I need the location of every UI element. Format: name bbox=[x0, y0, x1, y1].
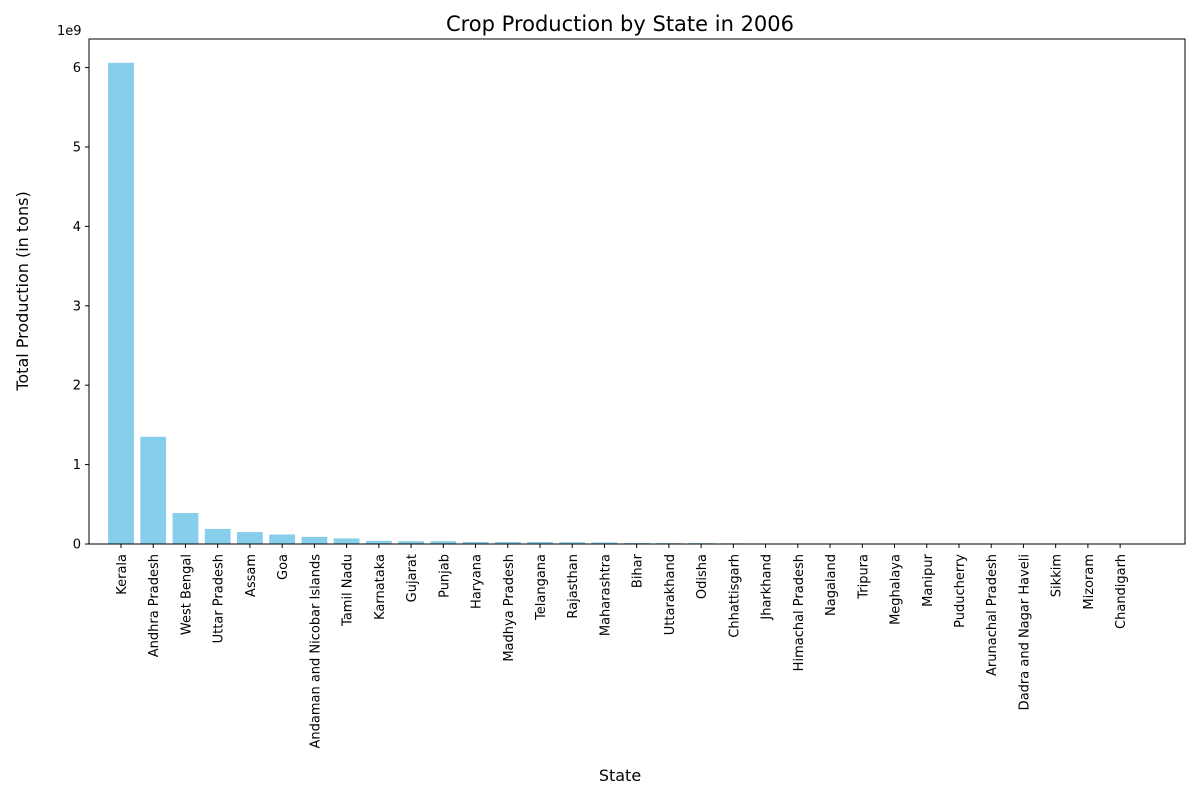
x-tick-label: Telangana bbox=[534, 554, 549, 621]
x-ticks-group: Kerala Andhra Pradesh West Bengal Uttar Pra… bbox=[115, 544, 1129, 749]
x-tick-label: Kerala bbox=[115, 554, 130, 595]
x-tick-label: Meghalaya bbox=[889, 554, 904, 625]
x-tick-label: Arunachal Pradesh bbox=[985, 554, 1000, 676]
x-tick-label: Goa bbox=[276, 554, 291, 580]
chart-title: Crop Production by State in 2006 bbox=[446, 12, 794, 36]
bar bbox=[108, 62, 134, 544]
x-tick-label: Chandigarh bbox=[1114, 554, 1129, 629]
bar bbox=[365, 540, 392, 544]
x-tick-label: Bihar bbox=[631, 553, 646, 588]
bar bbox=[462, 542, 489, 544]
x-tick-label: Nagaland bbox=[824, 554, 839, 616]
x-tick-label: Rajasthan bbox=[566, 554, 581, 619]
bar bbox=[333, 538, 360, 544]
x-tick-label: Andaman and Nicobar Islands bbox=[308, 554, 323, 749]
bar bbox=[430, 541, 457, 544]
bar bbox=[398, 541, 424, 544]
x-tick-label: Sikkim bbox=[1050, 554, 1065, 597]
bars-group bbox=[108, 62, 1134, 544]
bar bbox=[591, 542, 618, 544]
bar bbox=[204, 528, 231, 544]
x-tick-label: Haryana bbox=[470, 554, 485, 609]
bar bbox=[172, 513, 199, 544]
x-axis-label: State bbox=[599, 766, 641, 785]
x-tick-label: Assam bbox=[244, 554, 259, 597]
bar bbox=[237, 532, 263, 544]
y-tick-label: 2 bbox=[73, 379, 81, 394]
x-tick-label: Tamil Nadu bbox=[341, 554, 356, 627]
y-tick-label: 0 bbox=[73, 538, 81, 553]
y-ticks-group: 0 1 2 3 4 5 6 bbox=[73, 61, 89, 553]
x-tick-label: Uttarakhand bbox=[663, 554, 678, 635]
bar bbox=[494, 542, 521, 544]
y-tick-label: 3 bbox=[73, 299, 81, 314]
x-tick-label: Himachal Pradesh bbox=[792, 554, 807, 671]
x-tick-label: Gujarat bbox=[405, 554, 420, 602]
bar bbox=[559, 542, 586, 544]
y-scale-label: 1e9 bbox=[57, 24, 82, 39]
y-tick-label: 4 bbox=[73, 220, 81, 235]
x-tick-label: Maharashtra bbox=[598, 554, 613, 636]
x-tick-label: Manipur bbox=[921, 553, 936, 607]
x-tick-label: Andhra Pradesh bbox=[147, 554, 162, 657]
x-tick-label: Puducherry bbox=[953, 554, 968, 628]
x-tick-label: West Bengal bbox=[179, 554, 194, 635]
y-tick-label: 5 bbox=[73, 140, 81, 155]
x-tick-label: Chhattisgarh bbox=[727, 554, 742, 638]
x-tick-label: Madhya Pradesh bbox=[502, 554, 517, 662]
plot-frame bbox=[88, 38, 1186, 545]
y-axis-label: Total Production (in tons) bbox=[13, 191, 32, 391]
bar bbox=[269, 534, 296, 544]
x-tick-label: Punjab bbox=[437, 554, 452, 598]
y-tick-label: 6 bbox=[73, 61, 81, 76]
x-tick-label: Dadra and Nagar Haveli bbox=[1017, 554, 1032, 710]
x-tick-label: Mizoram bbox=[1082, 554, 1097, 610]
x-tick-label: Uttar Pradesh bbox=[212, 554, 227, 643]
bar bbox=[301, 536, 328, 544]
y-tick-label: 1 bbox=[73, 458, 81, 473]
x-tick-label: Karnataka bbox=[373, 554, 388, 620]
bar bbox=[527, 542, 553, 544]
x-tick-label: Odisha bbox=[695, 554, 710, 599]
x-tick-label: Jharkhand bbox=[760, 554, 775, 621]
bar bbox=[140, 436, 167, 544]
x-tick-label: Tripura bbox=[856, 554, 871, 600]
